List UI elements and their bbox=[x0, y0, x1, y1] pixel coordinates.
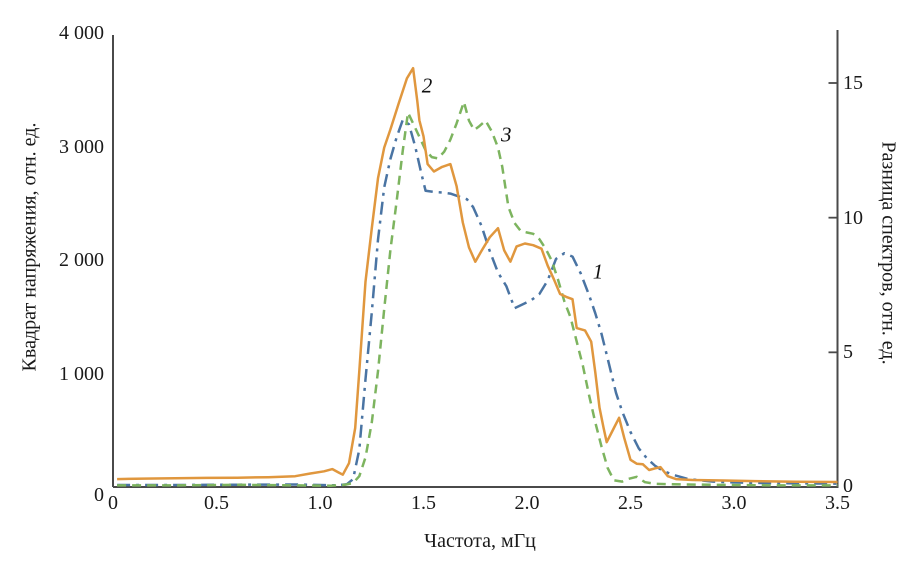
x-tick-label: 2.0 bbox=[514, 492, 540, 514]
series-3-line bbox=[117, 100, 838, 487]
x-tick-label: 0 bbox=[108, 492, 118, 514]
y-right-zero-label: 0 bbox=[843, 475, 853, 497]
y-right-axis-title: Разница спектров, отн. ед. bbox=[877, 141, 900, 365]
x-tick-label: 0.5 bbox=[204, 492, 229, 514]
y-right-tick-label: 5 bbox=[843, 341, 853, 364]
x-tick-label: 3.5 bbox=[825, 492, 850, 514]
x-axis-title: Частота, мГц bbox=[424, 530, 536, 552]
y-right-tick-label: 15 bbox=[843, 72, 863, 94]
y-left-axis-title: Квадрат напряжения, отн. ед. bbox=[18, 122, 41, 372]
x-tick-label: 3.0 bbox=[721, 492, 747, 514]
y-left-tick-label: 0 bbox=[94, 484, 104, 506]
x-tick-label: 1.5 bbox=[411, 492, 436, 514]
curve-label-3: 3 bbox=[501, 122, 512, 147]
y-right-tick-label: 10 bbox=[843, 206, 863, 229]
x-tick-label: 1.0 bbox=[307, 492, 333, 514]
curve-label-2: 2 bbox=[421, 73, 433, 98]
y-left-tick-label: 3 000 bbox=[59, 135, 104, 158]
x-tick-label: 2.5 bbox=[618, 492, 643, 514]
y-left-tick-label: 1 000 bbox=[59, 362, 104, 385]
series-1-line bbox=[117, 118, 838, 487]
curve-label-1: 1 bbox=[592, 259, 604, 284]
y-left-tick-label: 4 000 bbox=[59, 22, 104, 44]
y-left-tick-label: 2 000 bbox=[59, 249, 104, 271]
series-2-line bbox=[117, 66, 838, 484]
